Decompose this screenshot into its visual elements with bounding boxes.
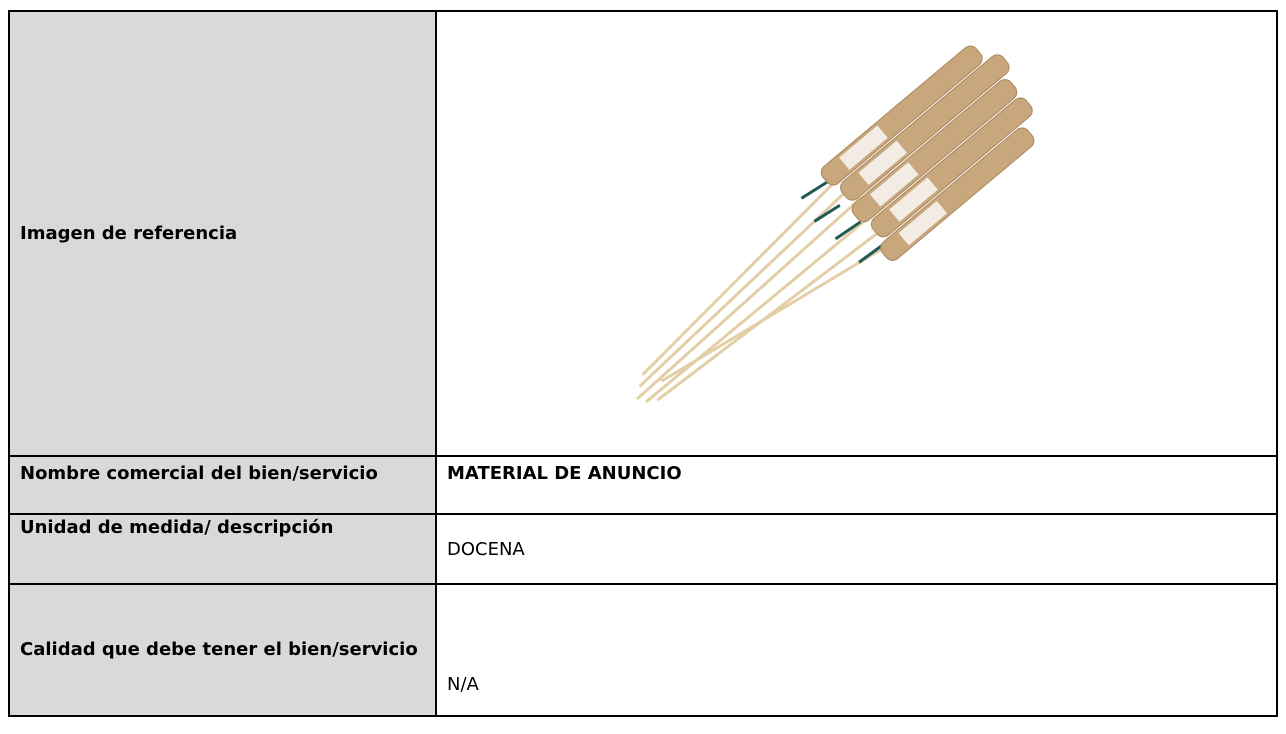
image-cell (435, 10, 1278, 457)
label-cell: Imagen de referencia (8, 10, 437, 457)
label: Imagen de referencia (20, 222, 238, 244)
value: N/A (447, 674, 479, 695)
value: DOCENA (447, 538, 525, 560)
label-cell: Calidad que debe tener el bien/servicio (8, 583, 437, 717)
row: Unidad de medida/ descripción DOCENA (8, 513, 1278, 585)
label-cell: Unidad de medida/ descripción (8, 513, 437, 585)
spec-table: Imagen de referencia (8, 10, 1278, 717)
value-cell: DOCENA (435, 513, 1278, 585)
value-cell: MATERIAL DE ANUNCIO (435, 455, 1278, 515)
row: Imagen de referencia (8, 10, 1278, 457)
label: Nombre comercial del bien/servicio (20, 463, 378, 484)
label-cell: Nombre comercial del bien/servicio (8, 455, 437, 515)
value: MATERIAL DE ANUNCIO (447, 463, 682, 484)
row: Nombre comercial del bien/servicio MATER… (8, 455, 1278, 515)
row: Calidad que debe tener el bien/servicio … (8, 583, 1278, 717)
label: Unidad de medida/ descripción (20, 517, 334, 538)
label: Calidad que debe tener el bien/servicio (20, 639, 418, 660)
value-cell: N/A (435, 583, 1278, 717)
reference-image (635, 45, 1035, 403)
